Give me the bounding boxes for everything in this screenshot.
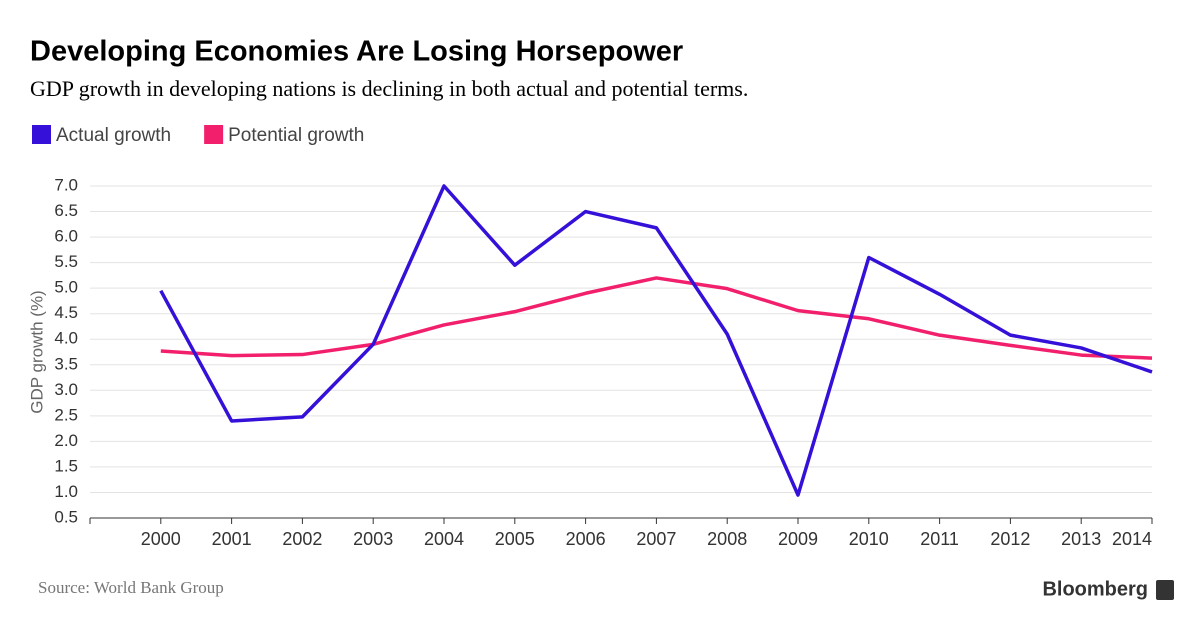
y-tick-label: 6.5 [54,201,78,220]
y-tick-label: 7.0 [54,175,78,194]
brand: Bloomberg [1042,578,1148,600]
source: Source: World Bank Group [38,578,224,597]
y-tick-label: 4.5 [54,303,78,322]
y-tick-label: 5.5 [54,252,78,271]
x-tick-label: 2004 [424,529,464,549]
x-tick-label: 2014 [1112,529,1152,549]
x-tick-label: 2009 [778,529,818,549]
y-tick-label: 4.0 [54,329,78,348]
y-axis-label: GDP growth (%) [27,290,46,413]
y-tick-label: 5.0 [54,278,78,297]
y-tick-label: 2.0 [54,431,78,450]
chart-title: Developing Economies Are Losing Horsepow… [30,36,683,68]
series-line [159,184,1153,497]
legend-swatch [204,125,224,144]
legend-swatch [32,125,51,144]
chart-subtitle: GDP growth in developing nations is decl… [30,76,748,101]
y-tick-label: 0.5 [54,507,78,526]
x-tick-label: 2008 [707,529,747,549]
brand-icon [1156,580,1174,600]
legend-label: Potential growth [228,125,364,146]
x-tick-label: 2007 [636,529,676,549]
x-tick-label: 2012 [990,529,1030,549]
x-tick-label: 2000 [141,529,181,549]
y-tick-label: 1.0 [54,482,78,501]
x-tick-label: 2002 [282,529,322,549]
x-tick-label: 2011 [920,529,959,549]
y-tick-label: 3.5 [54,354,78,373]
x-tick-label: 2003 [353,529,393,549]
x-tick-label: 2006 [566,529,606,549]
legend-label: Actual growth [56,125,171,146]
y-tick-label: 2.5 [54,405,78,424]
y-tick-label: 3.0 [54,380,78,399]
series-line [160,276,1153,360]
y-tick-label: 1.5 [54,456,78,475]
x-tick-label: 2001 [212,529,252,549]
x-tick-label: 2013 [1061,529,1101,549]
x-tick-label: 2010 [849,529,889,549]
y-tick-label: 6.0 [54,227,78,246]
x-tick-label: 2005 [495,529,535,549]
